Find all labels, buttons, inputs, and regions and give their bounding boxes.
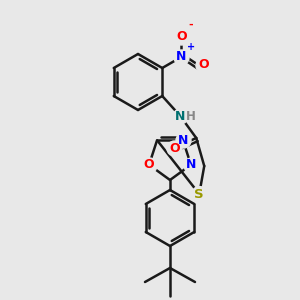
Text: N: N bbox=[175, 110, 185, 122]
Text: O: O bbox=[169, 142, 180, 154]
Text: H: H bbox=[186, 110, 196, 122]
Text: N: N bbox=[176, 50, 187, 64]
Text: O: O bbox=[198, 58, 208, 71]
Text: O: O bbox=[144, 158, 154, 171]
Text: S: S bbox=[194, 188, 204, 200]
Text: N: N bbox=[178, 134, 188, 147]
Text: -: - bbox=[188, 20, 193, 30]
Text: O: O bbox=[176, 31, 187, 44]
Text: N: N bbox=[186, 158, 196, 171]
Text: +: + bbox=[187, 42, 195, 52]
